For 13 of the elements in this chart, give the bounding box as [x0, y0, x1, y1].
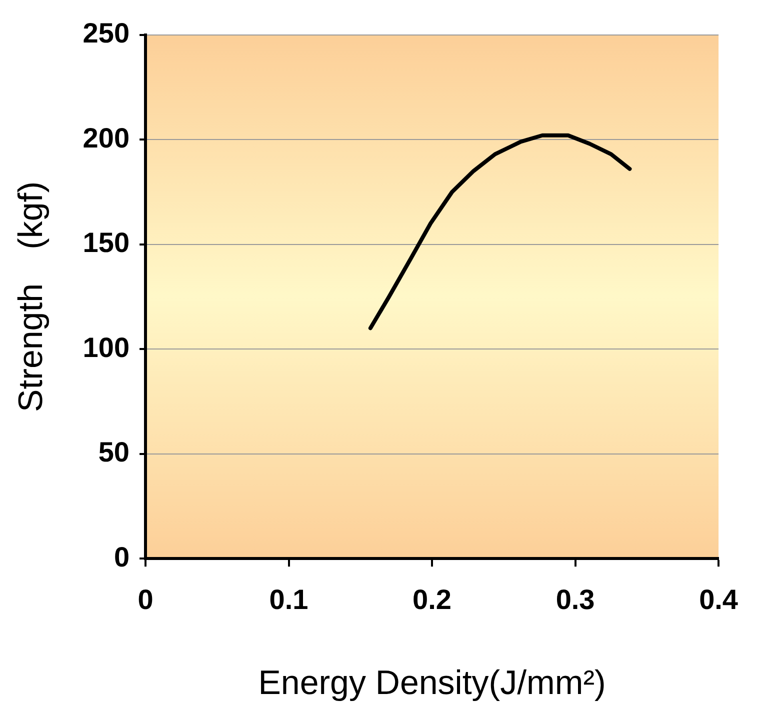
x-tick-label: 0.2 — [412, 584, 452, 616]
y-tick-label: 200 — [82, 122, 130, 154]
x-tick-label: 0.1 — [269, 584, 308, 616]
y-tick-label: 100 — [82, 332, 130, 363]
y-tick-label: 50 — [98, 436, 130, 468]
x-tick-label: 0 — [138, 584, 154, 616]
y-tick-label: 250 — [82, 18, 130, 49]
x-tick-label: 0.4 — [699, 584, 738, 616]
y-axis-title: Strength (kgf) — [12, 181, 50, 412]
x-tick-label: 0.3 — [556, 584, 595, 616]
x-axis-title: Energy Density(J/mm²) — [258, 664, 606, 702]
y-tick-label: 150 — [82, 227, 130, 258]
y-tick-label: 0 — [114, 541, 130, 572]
